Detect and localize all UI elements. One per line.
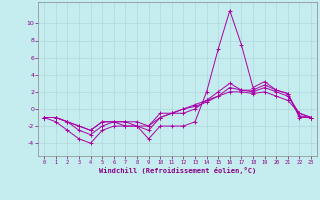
X-axis label: Windchill (Refroidissement éolien,°C): Windchill (Refroidissement éolien,°C)	[99, 167, 256, 174]
